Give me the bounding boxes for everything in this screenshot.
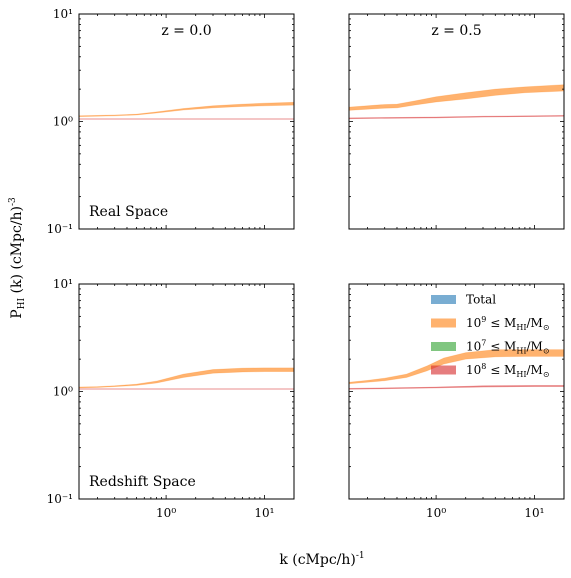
legend-label: 108 ≤ MHI/M⊙ [466,362,550,379]
ytick-label: 10⁰ [53,115,73,129]
legend-entry: 109 ≤ MHI/M⊙ [431,315,550,332]
ytick-label: 10⁻¹ [47,222,73,236]
series-band-bottom-left-0 [79,367,294,389]
ticks [349,13,564,230]
legend-swatch [431,365,456,375]
series-band-top-right-1 [349,115,564,120]
xtick-label: 10⁰ [156,506,176,520]
legend: Total 109 ≤ MHI/M⊙ 107 ≤ MHI/M⊙ 108 ≤ MHI/M… [431,293,550,379]
xtick-label: 10⁰ [426,506,446,520]
series-band-bottom-right-1 [349,385,564,390]
panel-bottom-left: 10⁻¹ 10⁰ 10¹ 10⁰ 10¹ Redshift Space [47,277,295,520]
xtick-label: 10¹ [254,506,274,520]
xtick-label: 10¹ [524,506,544,520]
panel-top-right: z = 0.5 [348,13,565,230]
ytick-label: 10¹ [53,7,73,21]
legend-entry: 107 ≤ MHI/M⊙ [431,339,550,356]
axes-frame [348,13,565,230]
ticks [79,283,294,500]
axes-frame [78,283,295,500]
figure-xlabel: k (cMpc/h)-1 [279,551,364,568]
series-band-top-left-0 [79,101,294,118]
panel-title: z = 0.5 [431,23,481,39]
legend-swatch [431,318,456,328]
legend-label: 109 ≤ MHI/M⊙ [466,315,550,332]
figure-ylabel: PHI (k) (cMpc/h)-3 [8,197,27,319]
panel-top-left: 10⁻¹ 10⁰ 10¹ z = 0.0 Real Space [47,7,295,236]
panel-annotation: Redshift Space [89,474,196,490]
legend-swatch [431,295,456,304]
ytick-label: 10¹ [53,277,73,291]
series-band-bottom-right-0 [349,349,564,385]
panel-annotation: Real Space [89,204,168,220]
legend-swatch [431,342,456,351]
panel-title: z = 0.0 [161,23,211,39]
axes-frame [78,13,295,230]
legend-entry: 108 ≤ MHI/M⊙ [431,362,550,379]
legend-entry: Total [431,293,496,307]
ticks [349,283,564,500]
legend-label: 107 ≤ MHI/M⊙ [466,339,550,356]
series-band-top-right-0 [349,84,564,111]
ticks [79,13,294,230]
panel-bottom-right: 10⁰ 10¹ [348,283,565,520]
legend-label: Total [466,293,496,307]
ytick-label: 10⁰ [53,385,73,399]
ytick-label: 10⁻¹ [47,492,73,506]
